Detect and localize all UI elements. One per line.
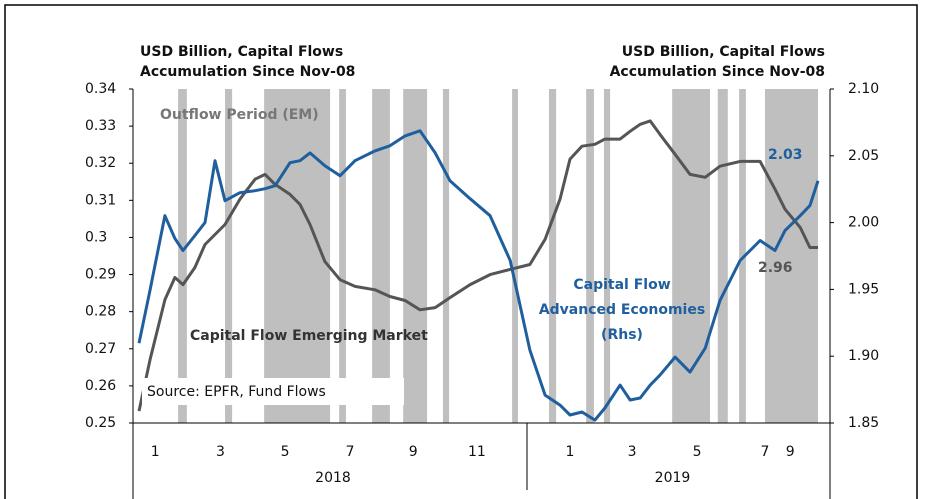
y-tick-label: 0.26: [85, 378, 116, 394]
series-label: Capital Flow: [573, 277, 670, 293]
shaded-period: [372, 89, 390, 423]
shaded-period: [339, 89, 346, 423]
end-label: 2.96: [758, 260, 793, 276]
x-tick-label: 9: [409, 444, 418, 460]
shaded-period: [717, 89, 728, 423]
y-tick-label: 0.25: [85, 415, 116, 431]
shaded-period: [264, 89, 331, 423]
shaded-period: [403, 89, 428, 423]
x-tick-label: 5: [281, 444, 290, 460]
y2-tick-label: 1.90: [848, 348, 879, 364]
series-label: Advanced Economies: [539, 302, 705, 318]
x-tick-label: 7: [761, 444, 770, 460]
x-tick-label: 3: [216, 444, 225, 460]
source-box: [142, 378, 404, 405]
year-label: 2018: [315, 470, 351, 486]
end-label: 2.03: [768, 147, 803, 163]
series-label: (Rhs): [601, 327, 643, 343]
y-title-left: Accumulation Since Nov-08: [140, 64, 355, 80]
source: Source: EPFR, Fund Flows: [147, 384, 326, 400]
shaded-period: [548, 89, 557, 423]
y2-tick-label: 2.10: [848, 81, 879, 97]
shaded-period: [672, 89, 711, 423]
y2-tick-label: 2.00: [848, 215, 879, 231]
x-tick-label: 5: [693, 444, 702, 460]
x-tick-label: 1: [151, 444, 160, 460]
y-tick-label: 0.28: [85, 304, 116, 320]
y2-tick-label: 1.95: [848, 281, 879, 297]
shaded-period: [178, 89, 187, 423]
y-tick-label: 0.33: [85, 118, 116, 134]
series-line: [137, 129, 820, 422]
shaded-period: [586, 89, 594, 423]
y-tick-label: 0.34: [85, 81, 116, 97]
y-tick-label: 0.27: [85, 341, 116, 357]
shaded-period: [225, 89, 233, 423]
series-line: [137, 119, 818, 412]
shaded-period: [512, 89, 518, 423]
shaded-period: [442, 89, 450, 423]
y2-tick-label: 2.05: [848, 148, 879, 164]
y-title-left: USD Billion, Capital Flows: [140, 44, 343, 60]
series-label: Capital Flow Emerging Market: [190, 328, 428, 344]
x-tick-label: 11: [468, 444, 486, 460]
frame: [4, 4, 918, 499]
x-tick-label: 1: [566, 444, 575, 460]
x-tick-label: 3: [628, 444, 637, 460]
y-title-right: USD Billion, Capital Flows: [622, 44, 825, 60]
band-label: Outflow Period (EM): [160, 107, 319, 123]
y-tick-label: 0.31: [85, 192, 116, 208]
y-tick-label: 0.3: [85, 229, 107, 245]
y-title-right: Accumulation Since Nov-08: [610, 64, 825, 80]
shaded-period: [764, 89, 818, 423]
y-tick-label: 0.32: [85, 155, 116, 171]
x-tick-label: 9: [786, 444, 795, 460]
y-tick-label: 0.29: [85, 267, 116, 283]
y2-tick-label: 1.85: [848, 415, 879, 431]
year-label: 2019: [655, 470, 691, 486]
x-tick-label: 7: [346, 444, 355, 460]
shaded-period: [603, 89, 611, 423]
